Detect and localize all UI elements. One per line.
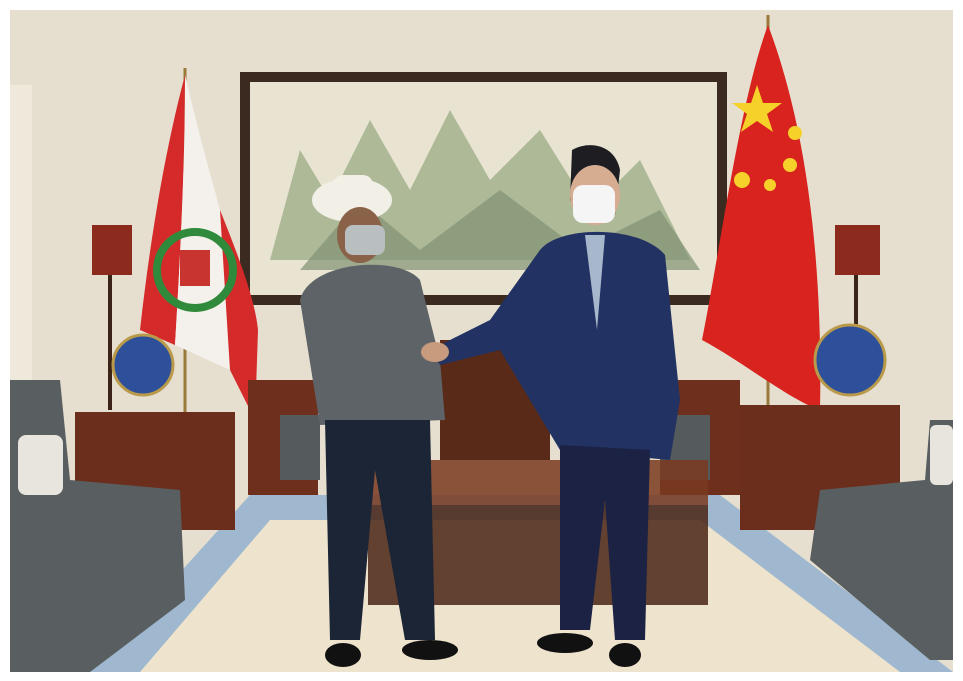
trousers [560, 445, 650, 640]
china-flag [702, 25, 821, 410]
flag-star [788, 126, 802, 140]
hat-crown [333, 175, 373, 205]
flag-shield [180, 250, 210, 286]
flag-white [175, 75, 230, 370]
shoe [402, 640, 458, 660]
cushion [280, 415, 320, 480]
door-frame [10, 85, 32, 415]
flag-star [734, 172, 750, 188]
jacket [300, 264, 445, 425]
flag-star [783, 158, 797, 172]
shoe [609, 643, 641, 667]
shoe [537, 633, 593, 653]
shoe [325, 643, 361, 667]
pillow [18, 435, 63, 495]
tie [585, 235, 605, 330]
flag-emblem [153, 228, 237, 312]
plate [813, 323, 887, 397]
scene [10, 10, 953, 672]
lantern [835, 225, 880, 275]
trousers [325, 420, 435, 640]
mask [345, 225, 385, 255]
person-right [430, 145, 680, 667]
flag-star [732, 85, 782, 132]
person-left [300, 175, 458, 667]
mask [573, 185, 615, 223]
flag-red-left [140, 75, 185, 345]
pillow [930, 425, 953, 485]
plate [111, 333, 175, 397]
sofa-right [810, 420, 953, 660]
suit-jacket [430, 231, 680, 460]
flag-star [764, 179, 776, 191]
handshake [421, 342, 449, 362]
lantern [92, 225, 132, 275]
